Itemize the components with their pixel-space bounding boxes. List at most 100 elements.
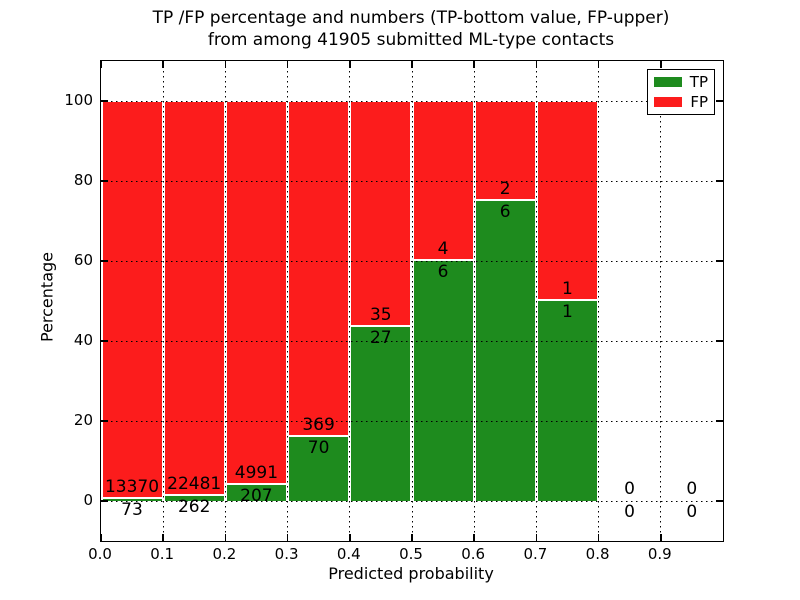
x-tick-mark-top bbox=[660, 61, 662, 68]
horizontal-gridline bbox=[101, 180, 723, 182]
legend-item-tp: TP bbox=[648, 73, 714, 91]
legend-label-tp: TP bbox=[689, 72, 708, 91]
annotation-tp-count: 6 bbox=[499, 202, 511, 222]
x-tick-label: 0.3 bbox=[274, 545, 299, 563]
x-tick-mark-bottom bbox=[349, 534, 351, 541]
y-tick-mark-right bbox=[716, 100, 723, 102]
y-tick-mark-left bbox=[101, 260, 108, 262]
horizontal-gridline bbox=[101, 500, 723, 502]
annotation-tp-count: 27 bbox=[369, 327, 392, 348]
bar-fp-segment bbox=[537, 101, 598, 301]
y-tick-label: 40 bbox=[73, 331, 93, 349]
x-tick-mark-top bbox=[100, 61, 102, 68]
legend-label-fp: FP bbox=[690, 92, 708, 111]
x-tick-label: 0.0 bbox=[88, 545, 112, 563]
x-tick-label: 0.5 bbox=[399, 545, 423, 563]
horizontal-gridline bbox=[101, 260, 723, 262]
horizontal-gridline bbox=[101, 340, 723, 342]
annotation-tp-count: 73 bbox=[121, 499, 143, 520]
y-tick-mark-left bbox=[101, 100, 108, 102]
annotation-fp-count: 1 bbox=[561, 279, 573, 299]
vertical-gridline bbox=[411, 61, 413, 541]
legend-item-fp: FP bbox=[648, 93, 714, 111]
x-tick-label: 0.9 bbox=[647, 545, 672, 563]
x-tick-mark-top bbox=[597, 61, 600, 68]
x-tick-mark-bottom bbox=[535, 534, 538, 541]
x-tick-mark-bottom bbox=[473, 534, 475, 541]
y-tick-mark-right bbox=[716, 500, 723, 502]
bar-tp-segment bbox=[475, 201, 535, 501]
bar-tp-segment bbox=[226, 485, 287, 501]
vertical-gridline bbox=[287, 61, 289, 541]
x-tick-label: 0.2 bbox=[212, 545, 237, 563]
annotation-fp-count: 0 bbox=[686, 479, 698, 499]
bar-fp-segment bbox=[475, 101, 535, 201]
annotation-tp-count: 1 bbox=[561, 302, 573, 322]
vertical-gridline bbox=[224, 61, 226, 541]
x-tick-mark-bottom bbox=[162, 534, 164, 541]
annotation-tp-count: 70 bbox=[307, 438, 330, 459]
annotation-fp-count: 369 bbox=[302, 415, 335, 436]
annotation-tp-count: 6 bbox=[437, 262, 449, 282]
vertical-gridline bbox=[162, 61, 164, 541]
x-tick-mark-bottom bbox=[224, 534, 227, 541]
annotation-fp-count: 4 bbox=[437, 239, 449, 259]
y-tick-label: 100 bbox=[64, 91, 93, 109]
y-tick-mark-right bbox=[716, 260, 723, 262]
x-tick-label: 0.6 bbox=[461, 545, 486, 563]
tp-color-swatch bbox=[654, 77, 682, 87]
x-tick-mark-top bbox=[162, 61, 164, 68]
x-tick-mark-bottom bbox=[597, 534, 600, 541]
y-tick-mark-left bbox=[101, 180, 108, 182]
x-tick-label: 0.4 bbox=[336, 545, 361, 563]
y-tick-mark-right bbox=[716, 180, 723, 182]
x-tick-label: 0.1 bbox=[150, 545, 175, 563]
annotation-tp-count: 0 bbox=[624, 502, 635, 522]
y-tick-label: 0 bbox=[83, 491, 93, 509]
bar-tp-segment bbox=[537, 301, 598, 501]
bar-tp-segment bbox=[289, 437, 349, 501]
x-tick-mark-bottom bbox=[286, 534, 289, 541]
vertical-gridline bbox=[660, 61, 662, 541]
y-tick-label: 20 bbox=[73, 411, 93, 429]
x-tick-mark-top bbox=[535, 61, 538, 68]
annotation-tp-count: 0 bbox=[686, 502, 698, 522]
vertical-gridline bbox=[535, 61, 537, 541]
y-tick-mark-left bbox=[101, 340, 108, 342]
bar-fp-segment bbox=[226, 101, 287, 486]
chart-title-line1: TP /FP percentage and numbers (TP-bottom… bbox=[152, 8, 670, 28]
annotation-fp-count: 35 bbox=[369, 304, 392, 325]
x-tick-mark-bottom bbox=[411, 534, 413, 541]
x-axis-label: Predicted probability bbox=[328, 564, 494, 583]
bar-tp-segment bbox=[102, 498, 162, 501]
x-tick-mark-top bbox=[286, 61, 289, 68]
x-tick-mark-bottom bbox=[660, 534, 662, 541]
annotation-fp-count: 13370 bbox=[104, 476, 160, 497]
bar-tp-segment bbox=[351, 326, 411, 501]
vertical-gridline bbox=[598, 61, 600, 541]
bar-fp-segment bbox=[351, 101, 411, 327]
x-tick-mark-top bbox=[349, 61, 351, 68]
y-tick-mark-right bbox=[716, 340, 723, 342]
fp-color-swatch bbox=[654, 97, 683, 107]
chart-title-line2: from among 41905 submitted ML-type conta… bbox=[207, 30, 615, 50]
bar-fp-segment bbox=[289, 101, 349, 438]
x-tick-mark-bottom bbox=[100, 534, 102, 541]
annotation-fp-count: 2 bbox=[499, 179, 511, 199]
horizontal-gridline bbox=[101, 420, 723, 422]
annotation-tp-count: 262 bbox=[177, 497, 211, 518]
annotation-fp-count: 0 bbox=[624, 479, 635, 499]
x-tick-mark-top bbox=[224, 61, 227, 68]
annotation-tp-count: 207 bbox=[240, 486, 273, 507]
annotation-fp-count: 22481 bbox=[167, 474, 222, 495]
bar-tp-segment bbox=[413, 261, 473, 501]
bar-fp-segment bbox=[102, 101, 162, 499]
y-tick-mark-right bbox=[716, 420, 723, 422]
x-tick-mark-top bbox=[411, 61, 413, 68]
x-tick-label: 0.7 bbox=[523, 545, 548, 563]
chart-title: TP /FP percentage and numbers (TP-bottom… bbox=[100, 7, 722, 51]
vertical-gridline bbox=[349, 61, 351, 541]
y-tick-mark-left bbox=[101, 420, 108, 422]
x-tick-mark-top bbox=[473, 61, 475, 68]
